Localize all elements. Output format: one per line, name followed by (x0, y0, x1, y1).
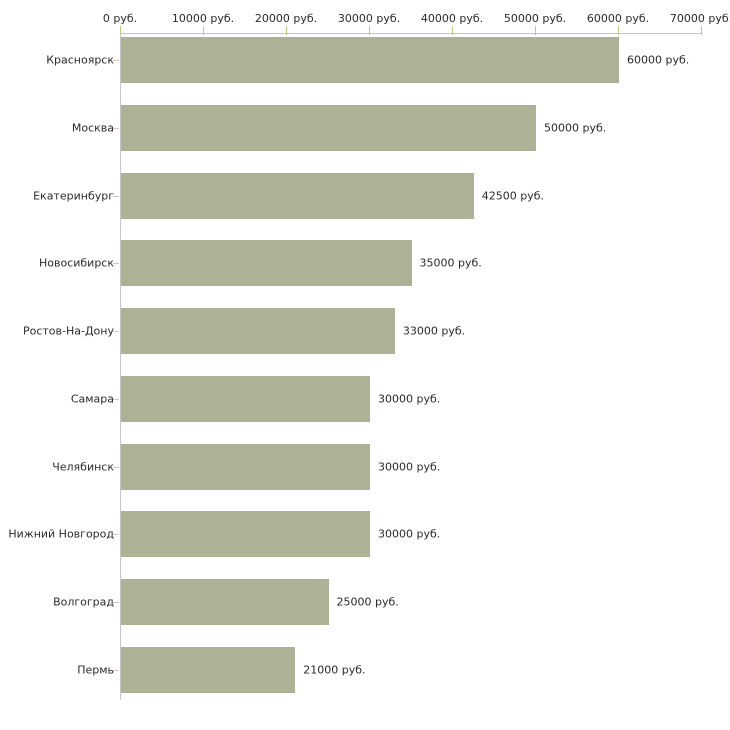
category-label: Ростов-На-Дону (22, 324, 114, 338)
category-label: Самара (70, 392, 114, 406)
x-axis-tick (618, 26, 619, 35)
category-label: Пермь (77, 663, 114, 677)
bar-value-label: 35000 руб. (419, 256, 482, 270)
y-axis-tick (113, 399, 119, 400)
category-label: Красноярск (46, 53, 114, 67)
bar-8 (121, 511, 370, 558)
category-label: Москва (71, 121, 114, 135)
category-label: Екатеринбург (33, 189, 114, 203)
x-axis-tick-label: 0 руб. (102, 12, 138, 25)
x-axis-tick-label: 20000 руб. (254, 12, 318, 25)
bar-value-label: 60000 руб. (627, 53, 690, 67)
bar-value-label: 50000 руб. (544, 121, 607, 135)
y-axis-line (120, 33, 121, 700)
y-axis-tick (113, 196, 119, 197)
bar-value-label: 33000 руб. (402, 324, 466, 338)
x-axis-tick (286, 26, 287, 35)
bar-4 (121, 240, 412, 287)
y-axis-tick (113, 331, 119, 332)
category-label: Волгоград (53, 595, 114, 609)
y-axis-tick (113, 128, 119, 129)
x-axis-tick-label: 30000 руб. (337, 12, 401, 25)
y-axis-tick (113, 534, 119, 535)
x-axis-tick-label: 40000 руб. (420, 12, 484, 25)
x-axis-tick (452, 26, 453, 35)
x-axis-tick-label: 70000 руб. (669, 12, 730, 25)
category-label: Новосибирск (38, 256, 114, 270)
bar-3 (121, 172, 474, 219)
bar-value-label: 25000 руб. (336, 595, 399, 609)
x-axis-tick (203, 26, 204, 35)
bar-9 (121, 579, 329, 626)
y-axis-tick (113, 467, 119, 468)
category-label: Нижний Новгород (8, 527, 114, 541)
x-axis-tick-label: 10000 руб. (171, 12, 235, 25)
bar-7 (121, 443, 370, 490)
bar-5 (121, 308, 395, 355)
bar-value-label: 42500 руб. (481, 189, 545, 203)
bar-value-label: 21000 руб. (303, 663, 366, 677)
y-axis-tick (113, 602, 119, 603)
bar-value-label: 30000 руб. (378, 527, 441, 541)
bar-value-label: 30000 руб. (378, 392, 441, 406)
bar-10 (121, 646, 296, 693)
x-axis-tick (120, 26, 121, 35)
y-axis-tick (113, 670, 119, 671)
category-label: Челябинск (52, 460, 114, 474)
x-axis-tick (535, 26, 536, 35)
bar-1 (121, 37, 619, 84)
x-axis-tick-label: 50000 руб. (503, 12, 567, 25)
x-axis-tick-label: 60000 руб. (586, 12, 650, 25)
x-axis-tick (369, 26, 370, 35)
x-axis-tick (701, 26, 702, 35)
bar-6 (121, 375, 370, 422)
bar-2 (121, 104, 536, 151)
bar-value-label: 30000 руб. (378, 460, 441, 474)
y-axis-tick (113, 60, 119, 61)
y-axis-tick (113, 263, 119, 264)
x-axis-line (120, 33, 702, 34)
